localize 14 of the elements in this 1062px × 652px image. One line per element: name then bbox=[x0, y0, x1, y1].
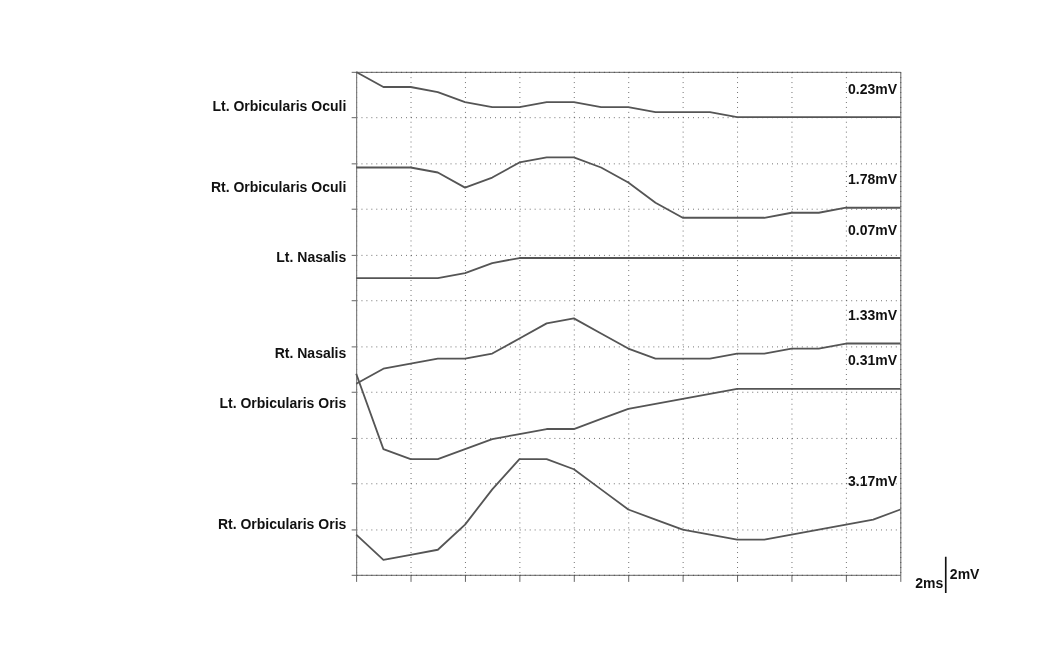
annotation: 1.78mV bbox=[848, 171, 898, 188]
series-label: Lt. Nasalis bbox=[276, 249, 347, 266]
series-label: Lt. Orbicularis Oris bbox=[219, 395, 347, 411]
annotation: 0.31mV bbox=[848, 352, 898, 369]
series-label: Rt. Orbicularis Oris bbox=[217, 515, 347, 532]
text: 2ms bbox=[915, 575, 944, 592]
annotation: 1.33mV bbox=[848, 307, 898, 324]
series-label: Rt. Nasalis bbox=[274, 344, 347, 361]
series-label: Lt. Orbicularis Oculi bbox=[212, 98, 347, 115]
annotation: 3.17mV bbox=[848, 473, 898, 490]
annotation: 0.07mV bbox=[848, 221, 898, 238]
annotation: 0.23mV bbox=[848, 80, 898, 97]
series-label: Rt. Orbicularis Oculi bbox=[210, 178, 347, 195]
text: 2mV bbox=[949, 566, 981, 583]
